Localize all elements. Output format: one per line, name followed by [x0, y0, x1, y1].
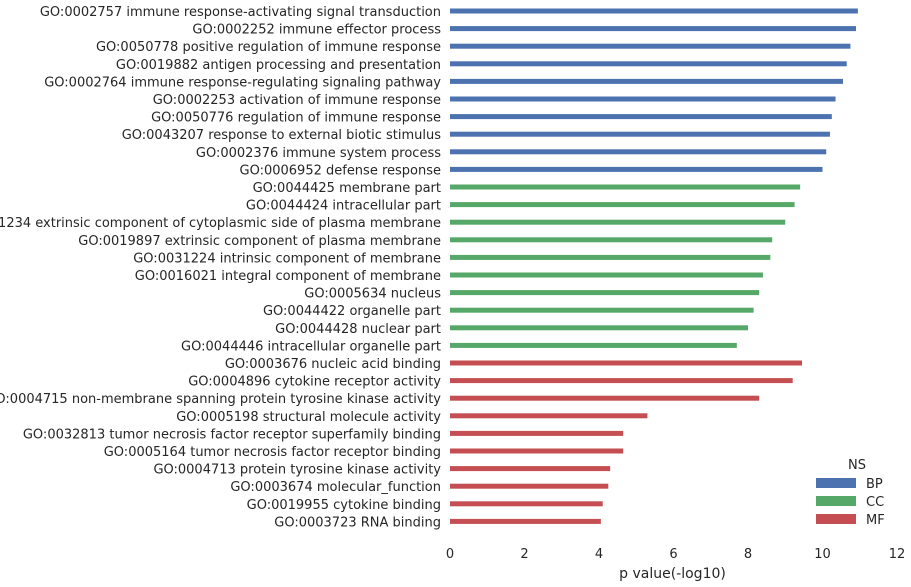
- x-tick-6: 6: [669, 547, 677, 562]
- bar-21: [450, 360, 803, 366]
- bar-28: [450, 483, 609, 489]
- legend-title: NS: [848, 458, 866, 473]
- category-label-2: GO:0002252 immune effector process: [192, 23, 441, 38]
- category-label-30: GO:0003723 RNA binding: [274, 515, 441, 530]
- legend-swatch-bp: [816, 478, 856, 488]
- bar-2: [450, 26, 857, 32]
- bar-9: [450, 149, 827, 155]
- category-label-16: GO:0016021 integral component of membran…: [135, 269, 441, 284]
- bar-17: [450, 290, 760, 296]
- x-tick-0: 0: [446, 547, 454, 562]
- legend-swatch-mf: [816, 514, 856, 524]
- x-axis-label: p value(-log10): [619, 566, 726, 582]
- category-label-17: GO:0005634 nucleus: [304, 287, 441, 302]
- category-label-20: GO:0044446 intracellular organelle part: [181, 339, 441, 354]
- legend-swatch-cc: [816, 496, 856, 506]
- bar-22: [450, 378, 793, 384]
- bars-group: [450, 8, 858, 524]
- x-tick-8: 8: [744, 547, 752, 562]
- category-label-1: GO:0002757 immune response-activating si…: [40, 5, 441, 20]
- category-label-21: GO:0003676 nucleic acid binding: [225, 357, 441, 372]
- bar-25: [450, 430, 624, 436]
- bar-6: [450, 96, 836, 102]
- bar-19: [450, 325, 748, 331]
- category-label-3: GO:0050778 positive regulation of immune…: [96, 40, 441, 55]
- bar-4: [450, 61, 847, 67]
- x-tick-10: 10: [814, 547, 831, 562]
- category-label-11: GO:0044425 membrane part: [253, 181, 441, 196]
- x-axis-ticks: 0 2 4 6 8 10 12: [446, 547, 905, 562]
- category-labels: GO:0002757 immune response-activating si…: [0, 5, 441, 530]
- bar-26: [450, 448, 624, 454]
- bar-20: [450, 342, 737, 348]
- category-label-23: GO:0004715 non-membrane spanning protein…: [0, 392, 441, 407]
- bar-27: [450, 466, 611, 472]
- category-label-5: GO:0002764 immune response-regulating si…: [44, 75, 441, 90]
- bar-11: [450, 184, 801, 190]
- bar-14: [450, 237, 773, 243]
- category-label-26: GO:0005164 tumor necrosis factor recepto…: [104, 445, 441, 460]
- bar-12: [450, 202, 795, 208]
- category-label-13: GO:0031234 extrinsic component of cytopl…: [0, 216, 441, 231]
- category-label-27: GO:0004713 protein tyrosine kinase activ…: [153, 463, 441, 478]
- category-label-12: GO:0044424 intracellular part: [246, 199, 441, 214]
- bar-3: [450, 43, 851, 49]
- category-label-19: GO:0044428 nuclear part: [275, 322, 441, 337]
- legend-label-bp: BP: [866, 477, 883, 492]
- x-tick-2: 2: [520, 547, 528, 562]
- category-label-24: GO:0005198 structural molecule activity: [176, 410, 441, 425]
- bar-10: [450, 166, 823, 172]
- bar-30: [450, 518, 601, 524]
- category-label-22: GO:0004896 cytokine receptor activity: [188, 375, 441, 390]
- bar-15: [450, 254, 771, 260]
- bar-7: [450, 114, 832, 120]
- category-label-6: GO:0002253 activation of immune response: [153, 93, 441, 108]
- bar-5: [450, 78, 843, 84]
- legend-label-cc: CC: [866, 495, 884, 510]
- bar-1: [450, 8, 858, 14]
- bar-24: [450, 413, 648, 419]
- category-label-29: GO:0019955 cytokine binding: [247, 498, 441, 513]
- category-label-15: GO:0031224 intrinsic component of membra…: [133, 251, 441, 266]
- x-tick-4: 4: [595, 547, 603, 562]
- bar-16: [450, 272, 763, 278]
- category-label-14: GO:0019897 extrinsic component of plasma…: [78, 234, 441, 249]
- bar-23: [450, 395, 760, 401]
- bar-13: [450, 219, 786, 225]
- category-label-25: GO:0032813 tumor necrosis factor recepto…: [23, 427, 441, 442]
- bar-8: [450, 131, 830, 137]
- legend-label-mf: MF: [866, 513, 885, 528]
- category-label-9: GO:0002376 immune system process: [196, 146, 441, 161]
- x-tick-12: 12: [889, 547, 906, 562]
- bar-18: [450, 307, 754, 313]
- category-label-4: GO:0019882 antigen processing and presen…: [116, 58, 441, 73]
- category-label-18: GO:0044422 organelle part: [263, 304, 441, 319]
- category-label-7: GO:0050776 regulation of immune response: [151, 111, 441, 126]
- category-label-8: GO:0043207 response to external biotic s…: [122, 128, 442, 143]
- bar-29: [450, 501, 603, 507]
- category-label-28: GO:0003674 molecular_function: [230, 480, 441, 495]
- category-label-10: GO:0006952 defense response: [240, 163, 442, 178]
